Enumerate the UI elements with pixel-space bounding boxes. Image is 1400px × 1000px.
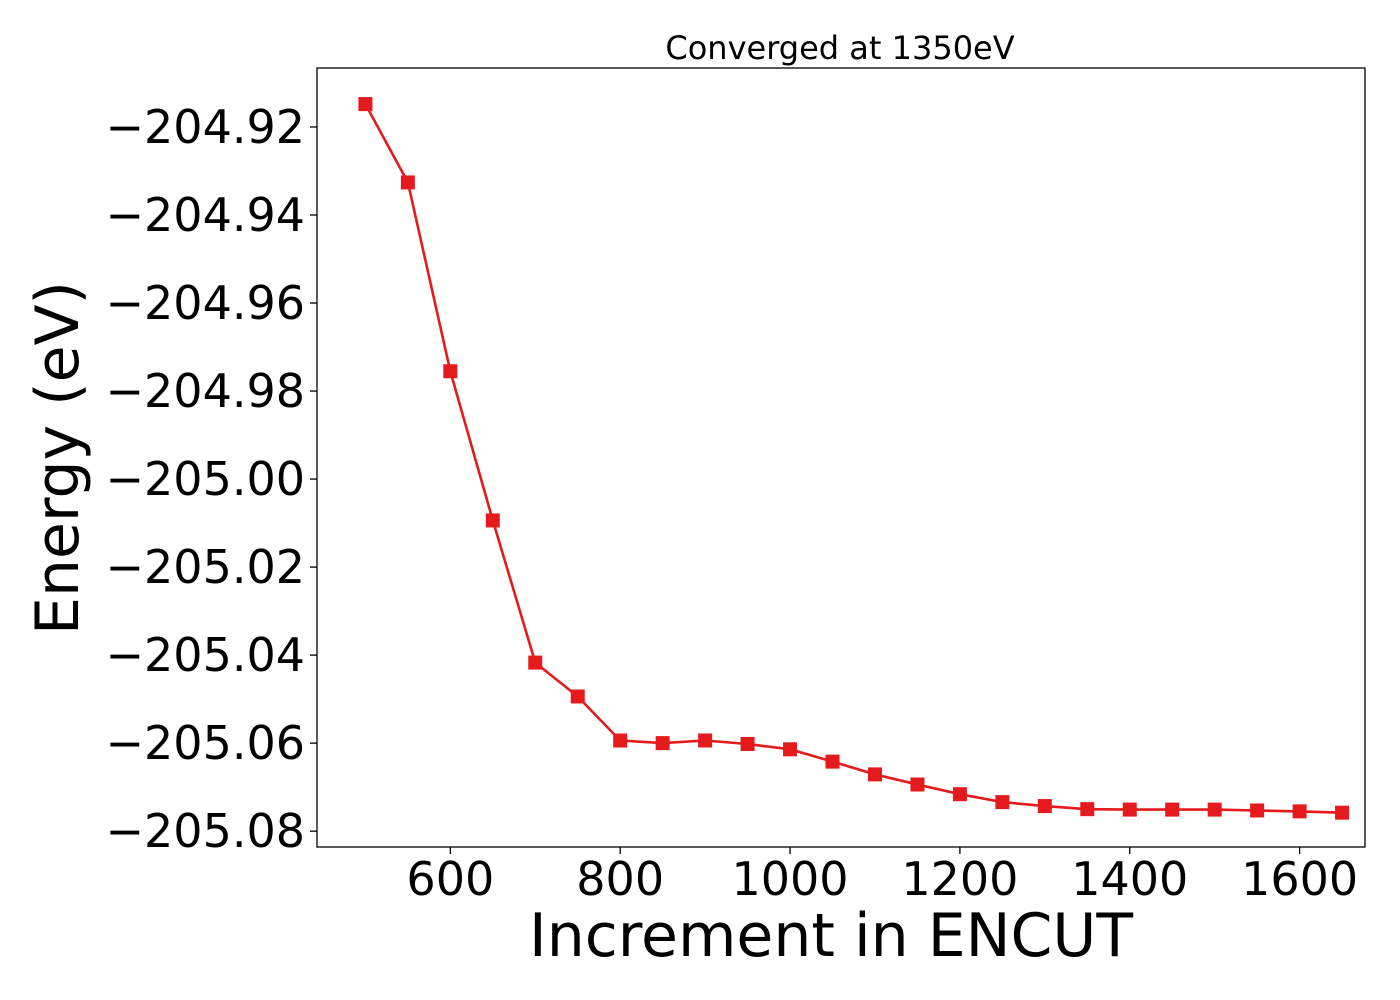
data-point-marker	[485, 513, 500, 528]
data-point-marker	[1037, 799, 1052, 814]
y-tick-label: −204.92	[106, 100, 306, 154]
y-axis-title: Energy (eV)	[23, 281, 93, 635]
x-tick-label: 1600	[1241, 852, 1358, 906]
x-axis-ticks: 600 800 1000 1200 1400 1600	[406, 847, 1358, 906]
data-point-marker	[443, 364, 458, 379]
data-point-marker	[1207, 802, 1222, 817]
y-tick-label: −204.96	[106, 276, 306, 330]
data-point-marker	[570, 689, 585, 704]
chart-title: Converged at 1350eV	[665, 29, 1014, 67]
data-point-marker	[1080, 802, 1095, 817]
data-point-marker	[1250, 803, 1265, 818]
data-point-marker	[1335, 805, 1350, 820]
data-point-marker	[1292, 804, 1307, 819]
data-point-marker	[740, 737, 755, 752]
data-point-marker	[698, 733, 713, 748]
y-axis-ticks: −204.92 −204.94 −204.96 −204.98 −205.00 −205.…	[106, 100, 317, 858]
data-point-marker	[910, 777, 925, 792]
x-tick-label: 1000	[732, 852, 849, 906]
y-tick-label: −204.98	[106, 364, 306, 418]
plot-frame	[316, 67, 1366, 848]
data-point-marker	[825, 754, 840, 769]
data-point-marker	[952, 787, 967, 802]
data-point-marker	[400, 175, 415, 190]
y-tick-label: −205.06	[106, 716, 306, 770]
data-point-marker	[528, 655, 543, 670]
data-point-marker	[1122, 802, 1137, 817]
x-axis-title: Increment in ENCUT	[529, 901, 1133, 971]
data-point-marker	[783, 742, 798, 757]
x-tick-label: 1200	[901, 852, 1018, 906]
y-tick-label: −205.00	[106, 452, 306, 506]
data-point-marker	[358, 97, 373, 112]
y-tick-label: −205.04	[106, 628, 306, 682]
x-tick-label: 1400	[1071, 852, 1188, 906]
x-tick-label: 600	[406, 852, 494, 906]
x-tick-label: 800	[576, 852, 664, 906]
data-point-marker	[995, 795, 1010, 810]
data-point-marker	[867, 767, 882, 782]
data-point-marker	[655, 736, 670, 751]
plot-series	[358, 97, 1350, 820]
y-tick-label: −205.02	[106, 540, 306, 594]
data-point-marker	[613, 733, 628, 748]
series-line	[364, 103, 1343, 814]
y-tick-label: −204.94	[106, 188, 306, 242]
y-tick-label: −205.08	[106, 804, 306, 858]
data-point-marker	[1165, 802, 1180, 817]
